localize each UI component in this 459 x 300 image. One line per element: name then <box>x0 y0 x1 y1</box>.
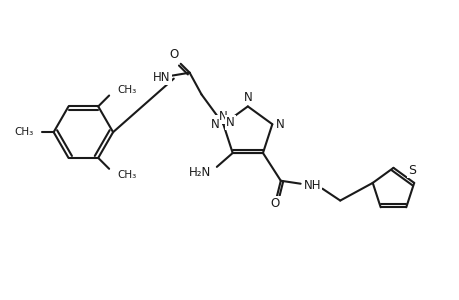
Text: N: N <box>225 116 234 129</box>
Text: O: O <box>269 197 279 210</box>
Text: CH₃: CH₃ <box>117 85 136 94</box>
Text: N: N <box>218 110 227 123</box>
Text: NH: NH <box>303 179 320 192</box>
Text: CH₃: CH₃ <box>15 127 34 137</box>
Text: N: N <box>275 118 284 131</box>
Text: N: N <box>211 118 219 131</box>
Text: O: O <box>169 48 178 62</box>
Text: CH₃: CH₃ <box>117 170 136 180</box>
Text: S: S <box>407 164 415 177</box>
Text: N: N <box>243 91 252 104</box>
Text: HN: HN <box>153 71 170 84</box>
Text: N: N <box>212 116 220 129</box>
Text: H₂N: H₂N <box>188 166 210 179</box>
